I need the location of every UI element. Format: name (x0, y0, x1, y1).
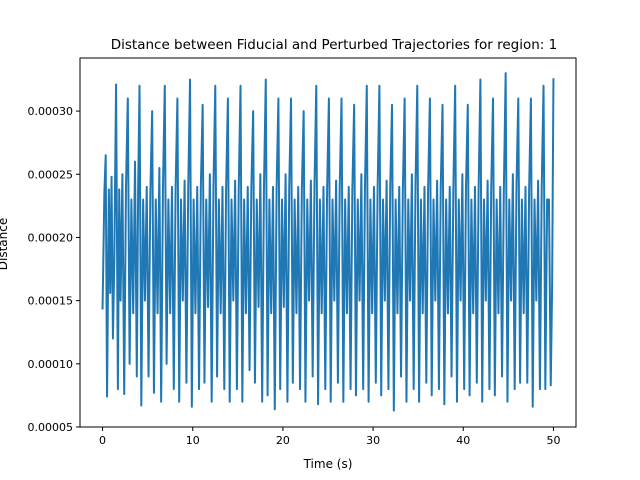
x-axis-label: Time (s) (303, 457, 353, 471)
x-tick-label: 10 (186, 434, 200, 447)
y-axis-label: Distance (0, 218, 10, 270)
x-axis-ticks: 0 10 20 30 40 50 (99, 427, 560, 447)
series-line (101, 72, 555, 412)
x-tick-label: 30 (366, 434, 380, 447)
chart-title: Distance between Fiducial and Perturbed … (111, 37, 558, 53)
plot-frame (79, 57, 577, 428)
y-tick-label: 0.00020 (28, 231, 74, 244)
y-tick-label: 0.00015 (28, 295, 74, 308)
x-tick-label: 20 (276, 434, 290, 447)
y-tick-label: 0.00005 (28, 421, 74, 434)
y-tick-label: 0.00030 (28, 105, 74, 118)
x-tick-label: 40 (456, 434, 470, 447)
y-axis-ticks: 0.00005 0.00010 0.00015 0.00020 0.00025 0.000… (28, 105, 80, 434)
y-tick-label: 0.00010 (28, 358, 74, 371)
y-tick-label: 0.00025 (28, 168, 74, 181)
x-tick-label: 0 (99, 434, 106, 447)
x-tick-label: 50 (546, 434, 560, 447)
